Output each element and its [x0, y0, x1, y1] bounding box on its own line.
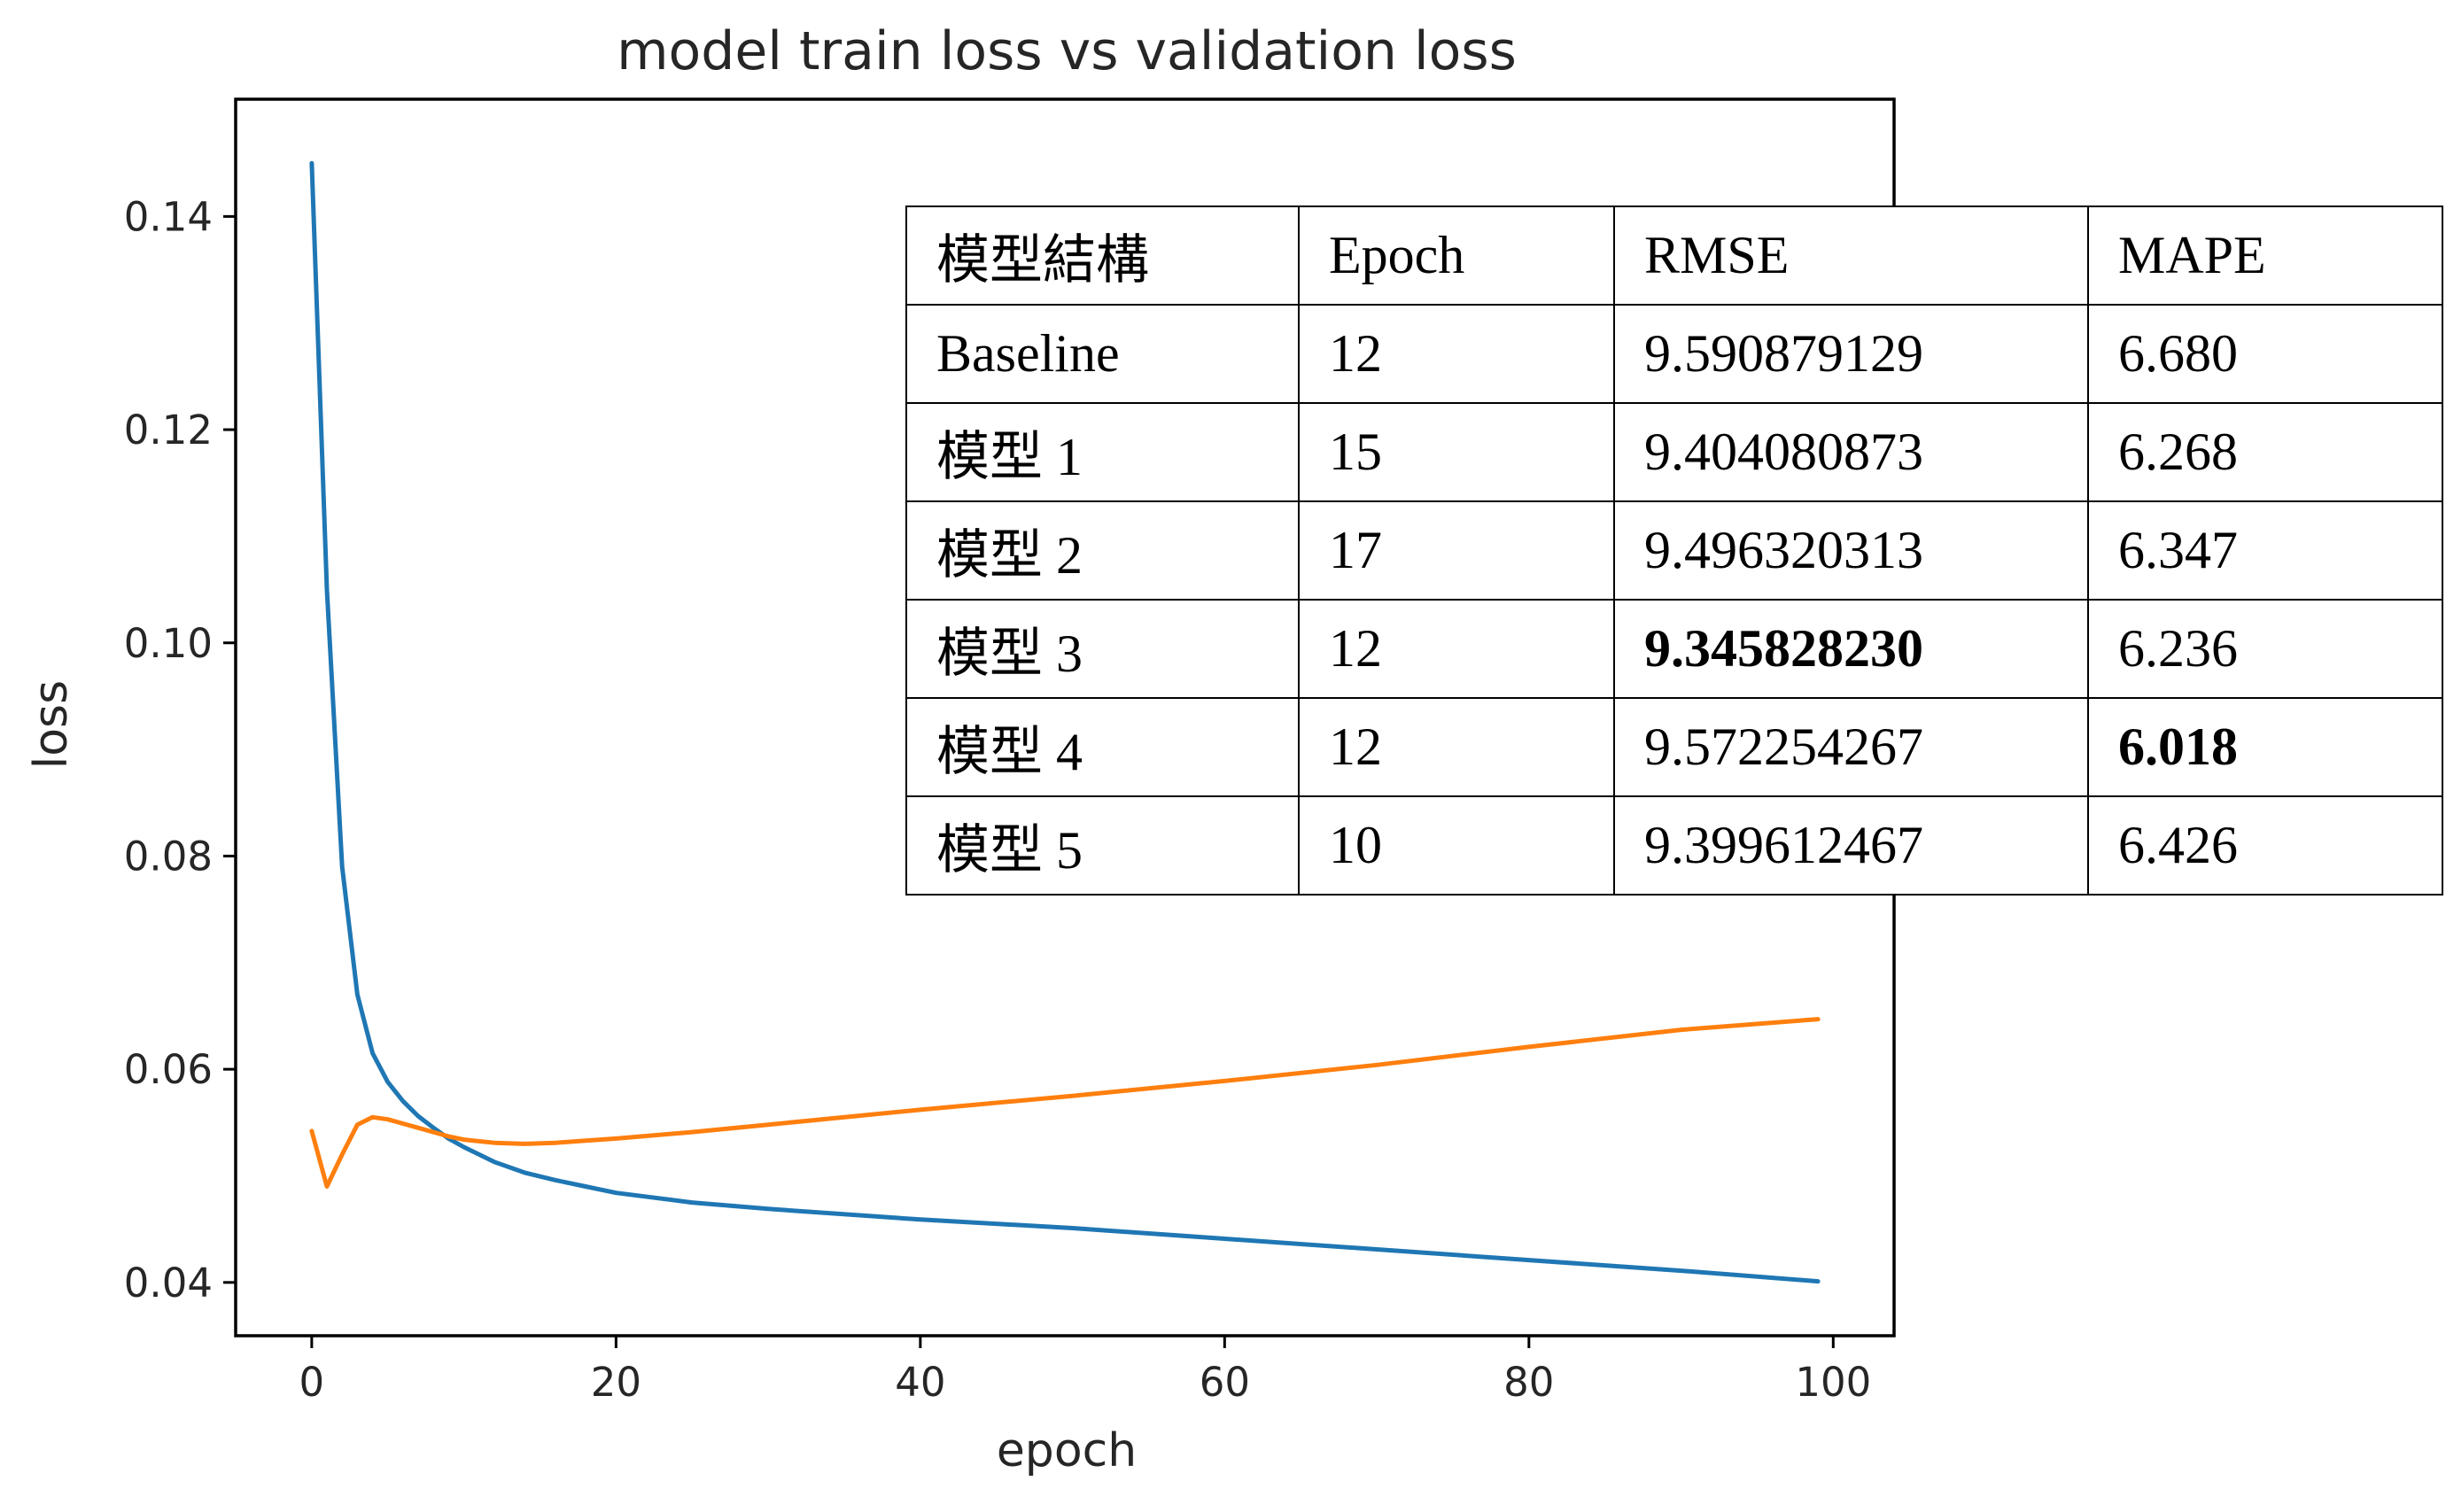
x-tick-label: 40 — [895, 1359, 945, 1406]
model-cell: Baseline — [905, 304, 1300, 404]
x-tick-label: 0 — [299, 1359, 325, 1406]
x-tick-label: 20 — [591, 1359, 641, 1406]
model-cell: 模型 1 — [905, 402, 1300, 502]
x-axis-label: epoch — [997, 1424, 1137, 1477]
mape-cell: 6.347 — [2087, 500, 2443, 601]
series-line-1 — [309, 1017, 1821, 1189]
mape-cell: 6.426 — [2087, 795, 2443, 896]
epoch-cell: 12 — [1298, 697, 1615, 797]
epoch-cell: 12 — [1298, 304, 1615, 404]
mape-cell-best: 6.018 — [2087, 697, 2443, 797]
y-tick-label: 0.14 — [124, 193, 213, 240]
series-line-0 — [309, 160, 1821, 1284]
results-table: 模型結構 Epoch RMSE MAPE Baseline 12 9.59087… — [905, 205, 2443, 896]
mape-cell: 6.236 — [2087, 599, 2443, 699]
table-row: 模型 4 12 9.572254267 6.018 — [905, 697, 2443, 797]
y-tick-label: 0.06 — [124, 1046, 213, 1093]
model-cell: 模型 2 — [905, 500, 1300, 601]
x-tick-label: 60 — [1200, 1359, 1250, 1406]
header-cell-model: 模型結構 — [905, 205, 1300, 306]
chart-title: model train loss vs validation loss — [617, 20, 1517, 82]
x-tick-label: 100 — [1795, 1359, 1871, 1406]
table-row: 模型 5 10 9.399612467 6.426 — [905, 795, 2443, 896]
rmse-cell: 9.399612467 — [1613, 795, 2089, 896]
y-tick-label: 0.10 — [124, 620, 213, 667]
header-cell-rmse: RMSE — [1613, 205, 2089, 306]
y-axis-label: loss — [25, 680, 78, 769]
header-cell-mape: MAPE — [2087, 205, 2443, 306]
epoch-cell: 17 — [1298, 500, 1615, 601]
epoch-cell: 12 — [1298, 599, 1615, 699]
table-row: Baseline 12 9.590879129 6.680 — [905, 304, 2443, 404]
mape-cell: 6.680 — [2087, 304, 2443, 404]
rmse-cell: 9.590879129 — [1613, 304, 2089, 404]
x-tick-label: 80 — [1503, 1359, 1554, 1406]
epoch-cell: 15 — [1298, 402, 1615, 502]
table-row: 模型 2 17 9.496320313 6.347 — [905, 500, 2443, 601]
y-tick-label: 0.08 — [124, 833, 213, 880]
y-tick-label: 0.04 — [124, 1260, 213, 1307]
y-tick-label: 0.12 — [124, 407, 213, 454]
table-row: 模型 1 15 9.404080873 6.268 — [905, 402, 2443, 502]
rmse-cell-best: 9.345828230 — [1613, 599, 2089, 699]
model-cell: 模型 3 — [905, 599, 1300, 699]
epoch-cell: 10 — [1298, 795, 1615, 896]
rmse-cell: 9.572254267 — [1613, 697, 2089, 797]
mape-cell: 6.268 — [2087, 402, 2443, 502]
model-cell: 模型 5 — [905, 795, 1300, 896]
rmse-cell: 9.404080873 — [1613, 402, 2089, 502]
rmse-cell: 9.496320313 — [1613, 500, 2089, 601]
table-row: 模型 3 12 9.345828230 6.236 — [905, 599, 2443, 699]
table-header-row: 模型結構 Epoch RMSE MAPE — [905, 205, 2443, 306]
header-cell-epoch: Epoch — [1298, 205, 1615, 306]
model-cell: 模型 4 — [905, 697, 1300, 797]
